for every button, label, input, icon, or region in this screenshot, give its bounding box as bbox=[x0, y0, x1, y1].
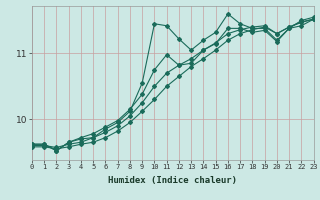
X-axis label: Humidex (Indice chaleur): Humidex (Indice chaleur) bbox=[108, 176, 237, 185]
